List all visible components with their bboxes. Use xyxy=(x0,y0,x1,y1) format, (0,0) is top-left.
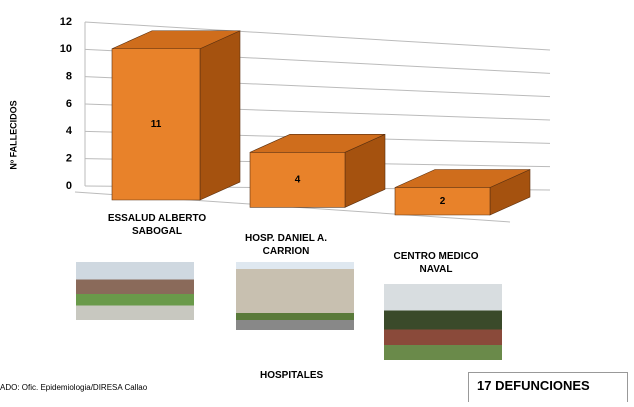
y-tick-label: 12 xyxy=(60,16,72,28)
grid-line xyxy=(84,21,551,51)
x-axis-label: HOSPITALES xyxy=(260,370,324,381)
bar xyxy=(111,30,241,201)
x-tick-label: ESSALUD ALBERTO SABOGAL xyxy=(107,213,207,237)
x-tick-label: HOSP. DANIEL A. CARRION xyxy=(244,233,328,257)
y-tick-label: 8 xyxy=(66,71,72,83)
y-tick-label: 4 xyxy=(66,125,73,137)
x-tick-label: CENTRO MEDICO NAVAL xyxy=(393,251,479,275)
y-tick-label: 10 xyxy=(60,43,72,55)
data-label: 4 xyxy=(295,174,301,185)
photo xyxy=(236,262,354,330)
bar-face xyxy=(199,30,241,201)
bar xyxy=(394,169,531,216)
photo xyxy=(384,284,502,360)
source: ADO: Ofic. Epidemiologia/DIRESA Callao xyxy=(0,383,148,392)
bar xyxy=(249,133,386,208)
data-label: 2 xyxy=(440,196,446,207)
y-axis-label: Nº FALLECIDOS xyxy=(8,100,18,169)
y-tick-label: 2 xyxy=(66,153,72,165)
total-box: 17 DEFUNCIONES xyxy=(468,372,628,402)
y-tick-label: 0 xyxy=(66,180,72,192)
photo xyxy=(76,262,194,320)
data-label: 11 xyxy=(151,119,162,130)
bar-face xyxy=(249,152,346,208)
bar-face xyxy=(111,48,201,201)
bar-face xyxy=(394,187,491,216)
y-tick-label: 6 xyxy=(66,98,72,110)
